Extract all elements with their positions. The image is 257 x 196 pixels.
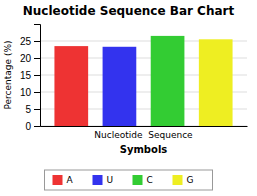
bar (151, 36, 185, 126)
y-tick-label: 0 (25, 121, 31, 132)
y-tick: 25 (20, 36, 40, 47)
legend-box (45, 170, 213, 190)
legend-label: G (187, 175, 194, 185)
legend-swatch (53, 175, 63, 185)
y-tick-label: 25 (20, 36, 32, 47)
y-tick: 15 (20, 70, 40, 81)
legend-item: C (133, 175, 153, 185)
annotation: Nucleotide Sequence (94, 130, 193, 140)
y-tick-mark (34, 41, 40, 42)
y-tick-label: 10 (20, 87, 32, 98)
y-tick: 5 (25, 104, 40, 115)
legend-swatch (133, 175, 143, 185)
y-tick: 10 (20, 87, 40, 98)
bars (54, 36, 232, 126)
legend: AUCG (45, 170, 213, 190)
y-tick-mark (34, 58, 40, 59)
legend-label: A (67, 175, 74, 185)
y-label: Percentage (%) (3, 40, 13, 109)
y-tick: 20 (20, 53, 40, 64)
bar (54, 46, 88, 126)
legend-item: A (53, 175, 74, 185)
bar (103, 47, 137, 126)
legend-label: C (147, 175, 153, 185)
y-tick: 0 (25, 121, 40, 132)
y-tick-mark (34, 126, 40, 127)
legend-label: U (107, 175, 114, 185)
y-tick-label: 5 (25, 104, 31, 115)
y-tick-mark (34, 92, 40, 93)
y-axis: 0 5 10 15 20 25 (20, 25, 41, 132)
x-axis (41, 126, 248, 127)
x-axis-line (41, 126, 248, 127)
y-axis-line (34, 25, 41, 127)
chart: Nucleotide Sequence Bar Chart 0 5 10 15 20 25 P… (0, 0, 257, 196)
bar (199, 39, 233, 126)
legend-swatch (93, 175, 103, 185)
x-label: Symbols (120, 144, 168, 155)
legend-swatch (173, 175, 183, 185)
y-tick-mark (34, 109, 40, 110)
plot: 0 5 10 15 20 25 (20, 25, 248, 132)
legend-item: G (173, 175, 194, 185)
title: Nucleotide Sequence Bar Chart (23, 4, 235, 18)
y-tick-label: 15 (20, 70, 32, 81)
legend-item: U (93, 175, 114, 185)
y-tick-label: 20 (20, 53, 32, 64)
y-tick-mark (34, 75, 40, 76)
